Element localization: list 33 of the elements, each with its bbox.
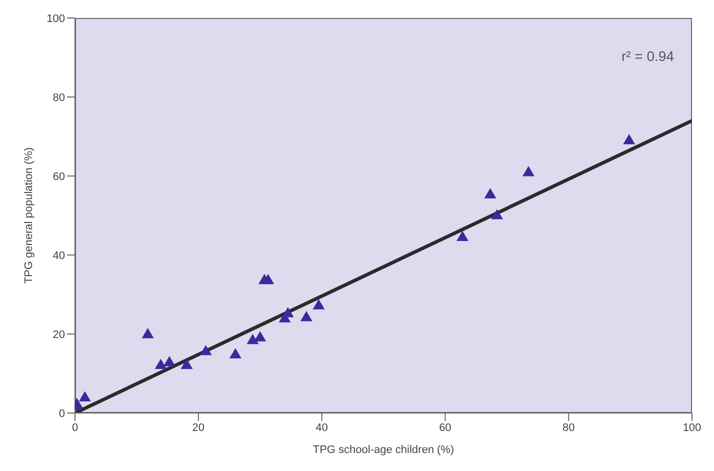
x-tick-label: 40 [316,422,328,434]
point [200,344,212,356]
point [163,356,176,366]
y-tick-label: 60 [52,170,65,183]
point [456,230,468,242]
y-tick-label: 80 [52,92,65,104]
x-tick-label: 20 [192,422,205,434]
point [623,134,636,144]
point [262,274,274,284]
x-tick-label: 0 [72,422,78,434]
point [142,328,154,338]
y-tick-label: 100 [46,12,65,25]
y-axis-title: TPG general population (%) [22,147,35,284]
point [522,166,534,176]
point [491,209,504,220]
point [78,391,91,402]
point [246,334,259,344]
point [254,331,266,342]
point [484,188,496,198]
x-tick-label: 60 [439,422,452,434]
annotation: r² = 0.94 [621,48,674,64]
point [229,348,242,358]
x-axis-title: TPG school-age children (%) [312,444,454,456]
point [312,299,325,310]
y-tick-label: 0 [58,408,65,420]
point [300,311,312,322]
x-tick-label: 100 [682,422,702,434]
y-tick-label: 20 [52,328,65,341]
point [282,307,294,318]
point [180,358,193,370]
y-tick-label: 40 [52,250,65,262]
point [154,358,167,370]
x-tick-label: 80 [562,422,575,434]
